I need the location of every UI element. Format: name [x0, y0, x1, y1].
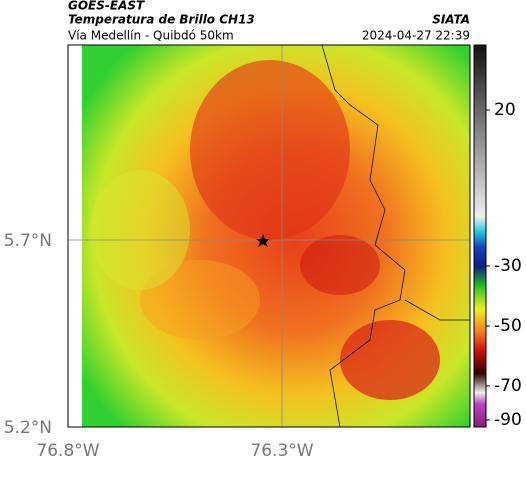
- map: [67, 44, 471, 438]
- subtitle: Vía Medellín - Quibdó 50km: [68, 29, 234, 43]
- lon-label: 76.8°W: [36, 441, 99, 461]
- lat-label: 5.2°N: [4, 418, 52, 438]
- lon-label: 76.3°W: [250, 441, 313, 461]
- title: Temperatura de Brillo CH13: [68, 13, 255, 27]
- colorbar-label: -50: [494, 316, 522, 336]
- colorbar-label: -90: [494, 410, 522, 430]
- source: GOES-EAST: [68, 0, 145, 13]
- lat-label: 5.7°N: [4, 231, 52, 251]
- colorbar-label: 20: [494, 100, 516, 120]
- colorbar-label: -70: [494, 376, 522, 396]
- colorbar: [473, 44, 487, 428]
- timestamp: 2024-04-27 22:39: [362, 29, 470, 43]
- agency: SIATA: [432, 13, 470, 27]
- colorbar-label: -30: [494, 256, 522, 276]
